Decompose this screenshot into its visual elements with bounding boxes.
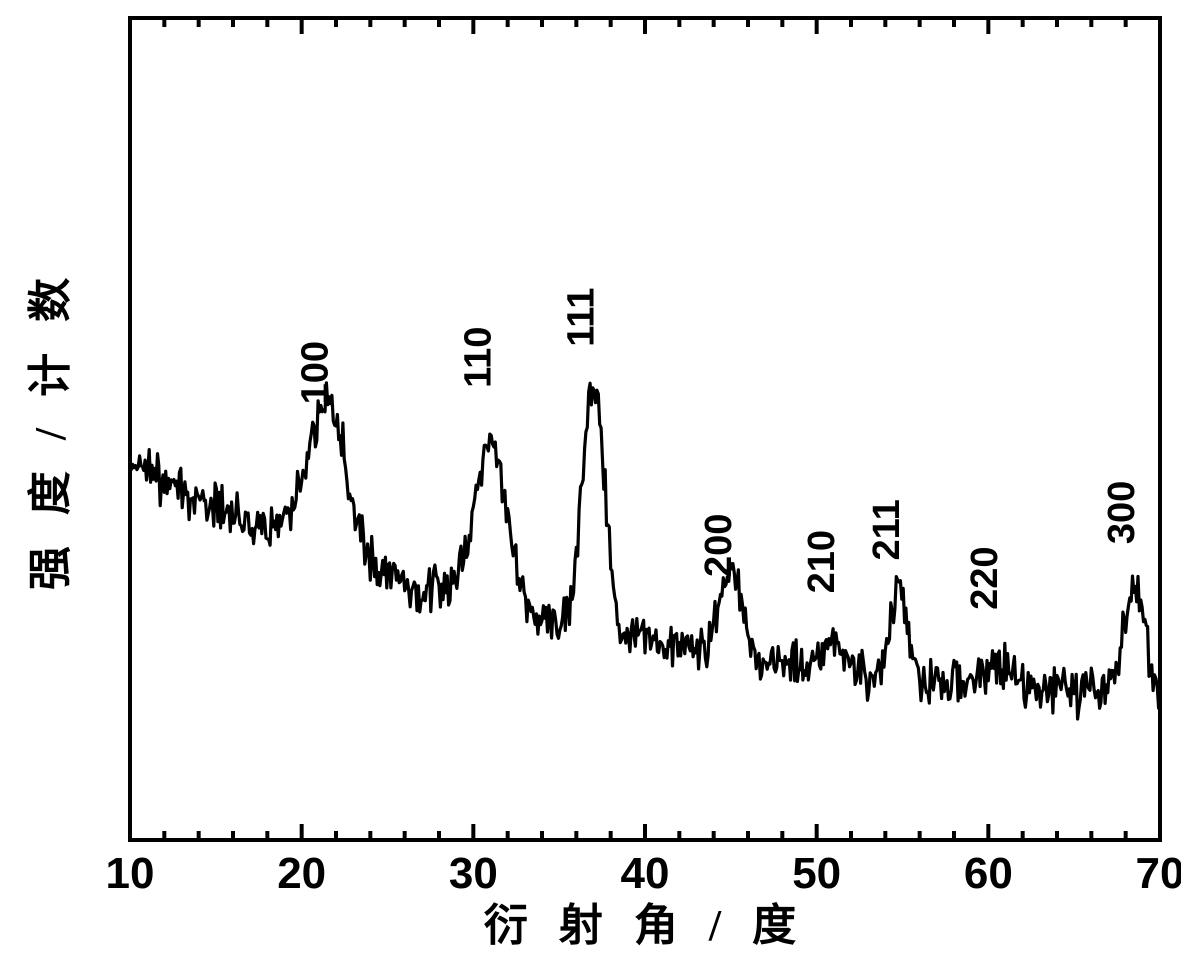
peak-label: 110 <box>458 327 500 388</box>
peak-label: 300 <box>1101 481 1143 544</box>
plot-frame <box>130 18 1160 840</box>
chart-svg: 10203040506070 100110111200210211220300 … <box>0 0 1181 961</box>
x-tick-label: 20 <box>277 849 326 898</box>
peak-label: 211 <box>866 499 908 560</box>
peak-labels: 100 110 111 200 210 211 220 300 <box>294 288 1143 610</box>
axis-ticks <box>130 18 1160 840</box>
peak-label: 100 <box>294 341 336 404</box>
x-tick-label: 40 <box>621 849 670 898</box>
xrd-chart: 10203040506070 100110111200210211220300 … <box>0 0 1181 961</box>
y-axis-label: 强 度 / 计 数 <box>26 268 75 590</box>
peak-label: 220 <box>964 546 1006 609</box>
x-tick-label: 70 <box>1136 849 1181 898</box>
x-tick-label: 50 <box>792 849 841 898</box>
peak-label: 210 <box>801 530 843 593</box>
peak-label: 111 <box>561 288 603 347</box>
x-tick-label: 10 <box>106 849 155 898</box>
peak-label: 200 <box>698 514 740 577</box>
axis-tick-labels: 10 20 30 40 50 60 70 <box>106 849 1181 898</box>
x-tick-label: 30 <box>449 849 498 898</box>
x-axis-label: 衍 射 角 / 度 <box>484 901 806 950</box>
x-tick-label: 60 <box>964 849 1013 898</box>
